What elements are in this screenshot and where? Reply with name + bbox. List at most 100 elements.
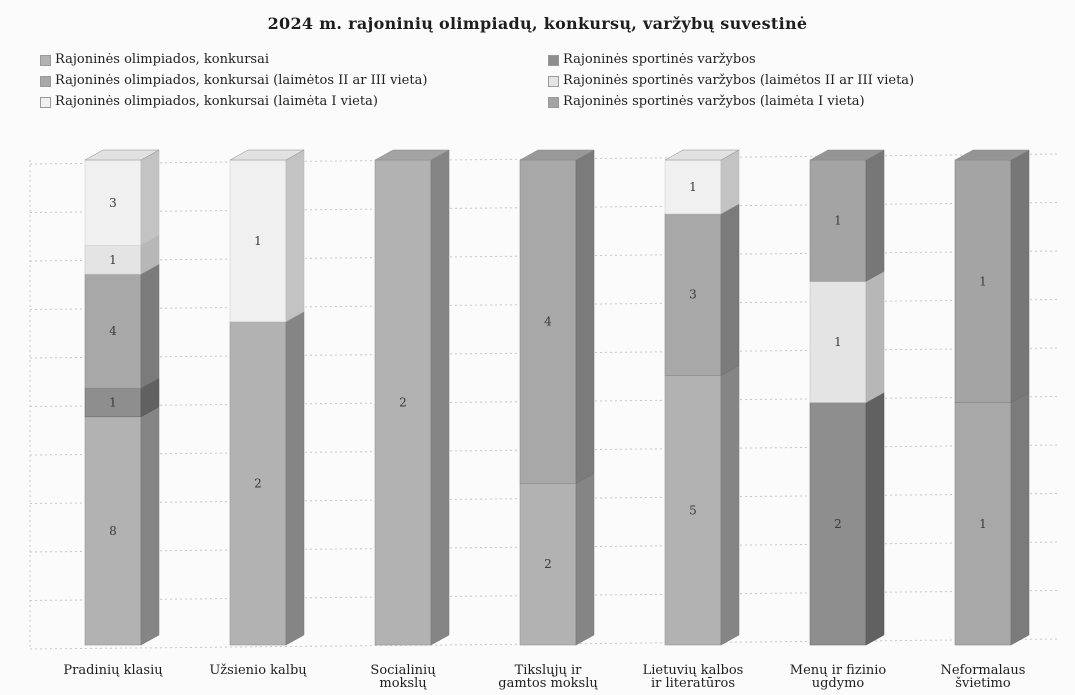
bar-segment [84, 387, 142, 418]
bar-segment [84, 416, 142, 646]
bar-segment [84, 273, 142, 389]
data-label: 3 [689, 288, 697, 302]
category-label: Lietuvių kalbos ir literatūros [623, 664, 763, 690]
legend-swatch [40, 96, 51, 108]
bar-stack: 2 1 1 [809, 149, 885, 646]
bar-segment-side [1010, 149, 1030, 403]
bar-stack: 11 [954, 149, 1030, 646]
category-label-line: Tikslųjų ir [514, 663, 582, 678]
data-label: 1 [254, 234, 262, 248]
data-label: 8 [109, 524, 117, 538]
legend-item: Rajoninės sportinės varžybos (laimėtos I… [548, 73, 914, 89]
category-label: Tikslųjų ir gamtos mokslų [478, 664, 618, 690]
bar-segment [664, 375, 722, 646]
data-label: 3 [109, 196, 117, 210]
bar-top [374, 149, 450, 161]
legend-label: Rajoninės olimpiados, konkursai [55, 52, 269, 67]
category-label-line: Lietuvių kalbos [642, 663, 744, 678]
bar-segment [229, 321, 287, 646]
bar-top [664, 149, 740, 161]
bar-segment-side [575, 149, 595, 484]
data-label: 1 [979, 517, 987, 531]
legend-label: Rajoninės olimpiados, konkursai (laimėto… [55, 73, 428, 88]
bar-stack: 5 3 1 [664, 149, 740, 646]
bar-top [84, 149, 160, 161]
legend-swatch [40, 75, 51, 87]
data-label: 2 [254, 476, 262, 490]
bar-top [229, 149, 305, 161]
bar-segment-side [720, 149, 740, 215]
bar-stack: 8 1 4 1 3 [84, 149, 160, 646]
category-label: Pradinių klasių [43, 664, 183, 677]
legend-label: Rajoninės olimpiados, konkursai (laimėta… [55, 94, 378, 109]
legend-swatch [548, 75, 559, 87]
bar-segment-side [285, 311, 305, 646]
legend-item: Rajoninės sportinės varžybos [548, 52, 756, 68]
bar-segment [809, 402, 867, 646]
bar-segment-side [720, 203, 740, 376]
data-label: 2 [544, 557, 552, 571]
bar-segment [84, 159, 142, 246]
bar-segment [664, 213, 722, 376]
bar-segment-side [865, 392, 885, 646]
data-label: 1 [834, 335, 842, 349]
bar-segment-side [865, 270, 885, 403]
category-label-line: švietimo [955, 676, 1011, 691]
data-label: 2 [399, 396, 407, 410]
bar-segment-side [285, 149, 305, 323]
legend-label: Rajoninės sportinės varžybos (laimėta I … [563, 94, 865, 109]
legend-swatch [548, 54, 559, 66]
chart-title: 2024 m. rajoninių olimpiadų, konkursų, v… [267, 14, 808, 33]
category-label-line: Užsienio kalbų [209, 663, 307, 678]
bar-segment-side [575, 472, 595, 646]
category-label-line: mokslų [379, 676, 427, 691]
bar-segment-side [430, 149, 450, 646]
bar-segment [519, 483, 577, 646]
legend-label: Rajoninės sportinės varžybos (laimėtos I… [563, 73, 915, 88]
category-label-line: ir literatūros [650, 676, 735, 691]
legend-label: Rajoninės sportinės varžybos [563, 52, 756, 67]
bar-segment [954, 159, 1012, 403]
data-label: 4 [544, 315, 552, 329]
bar-segment [809, 280, 867, 403]
category-label-line: Socialinių [370, 663, 436, 678]
bar-segment [374, 159, 432, 646]
category-label-line: Neformalaus [940, 663, 1026, 678]
bar-stack: 2 [374, 149, 450, 646]
data-label: 5 [689, 503, 697, 517]
data-label: 1 [109, 396, 117, 410]
category-label-line: ugdymo [811, 676, 865, 691]
category-label-line: Pradinių klasių [63, 663, 163, 678]
bar-segment [809, 159, 867, 282]
bar-segment-side [865, 149, 885, 282]
legend-item: Rajoninės olimpiados, konkursai (laimėto… [40, 73, 427, 89]
category-label-line: gamtos mokslų [498, 676, 598, 691]
bar-top [519, 149, 595, 161]
bar-segment-side [140, 149, 160, 247]
legend-swatch [40, 54, 51, 66]
legend-item: Rajoninės sportinės varžybos (laimėta I … [548, 94, 865, 110]
category-label: Neformalaus švietimo [913, 664, 1053, 690]
category-label-line: Menų ir fizinio [789, 663, 887, 678]
bar-segment-side [720, 365, 740, 646]
category-label: Užsienio kalbų [188, 664, 328, 677]
legend-item: Rajoninės olimpiados, konkursai (laimėta… [40, 94, 378, 110]
data-label: 1 [109, 253, 117, 267]
category-label: Socialinių mokslų [333, 664, 473, 690]
bar-segment-side [1010, 392, 1030, 646]
bar-stack: 21 [229, 149, 305, 646]
bar-top [809, 149, 885, 161]
bar-segment-side [140, 263, 160, 389]
bar-segment [519, 159, 577, 484]
data-label: 1 [834, 214, 842, 228]
data-label: 2 [834, 517, 842, 531]
data-label: 1 [979, 274, 987, 288]
bar-segment-side [140, 406, 160, 646]
data-label: 1 [689, 180, 697, 194]
legend-swatch [548, 96, 559, 108]
bar-segment [664, 159, 722, 215]
legend-item: Rajoninės olimpiados, konkursai [40, 52, 269, 68]
bar-segment [229, 159, 287, 322]
